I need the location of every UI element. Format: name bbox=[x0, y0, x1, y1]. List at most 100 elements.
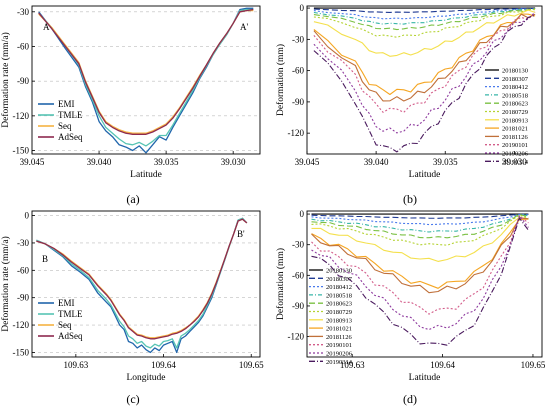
chart-c-svg: 0 -30 -60 -90 -120 -150 109.63 109.64 109.65 Long… bbox=[0, 210, 264, 383]
legend-label-20180307: 20180307 bbox=[502, 76, 529, 83]
series-line-20181126 bbox=[313, 13, 536, 102]
legend-label-20190314: 20190314 bbox=[326, 359, 353, 366]
series-line-20180729 bbox=[313, 8, 536, 38]
x-tick-label: 109.63 bbox=[63, 360, 88, 370]
y-tick-label: -60 bbox=[292, 270, 304, 280]
series-line-20180623 bbox=[313, 8, 536, 31]
series-line-20181021 bbox=[313, 13, 536, 96]
legend-label-20190206: 20190206 bbox=[502, 151, 529, 158]
series-line-20190314 bbox=[311, 217, 529, 346]
series-line-tmle bbox=[38, 8, 254, 147]
x-axis-label: Longitude bbox=[126, 373, 165, 383]
legend-label-seq: Seq bbox=[58, 320, 72, 330]
x-tick-label: 109.65 bbox=[239, 360, 264, 370]
y-axis-label: Deformation (mm) bbox=[275, 248, 286, 320]
x-tick-label: 109.64 bbox=[430, 360, 455, 370]
panel-c: 0 -30 -60 -90 -120 -150 109.63 109.64 109.65 Long… bbox=[0, 205, 275, 393]
y-tick-label: -30 bbox=[17, 238, 29, 248]
series-line-20180518 bbox=[311, 213, 529, 233]
legend-label-20180518: 20180518 bbox=[502, 92, 528, 99]
y-tick-label: -30 bbox=[292, 34, 304, 44]
panel-a: -30 -60 -90 -120 -150 39.045 39.040 39.035 39.03… bbox=[0, 0, 275, 195]
plot-frame bbox=[31, 210, 261, 358]
series-line-adseq bbox=[36, 218, 248, 340]
x-tick-label: 39.040 bbox=[364, 157, 389, 167]
legend-label-emi: EMI bbox=[58, 99, 75, 109]
y-tick-label: -60 bbox=[17, 265, 29, 275]
panel-d: 0 -30 -60 -90 -120 109.63 109.64 109.65 Latitude… bbox=[275, 205, 550, 393]
legend-label-seq: Seq bbox=[58, 121, 72, 131]
legend-label-20180623: 20180623 bbox=[502, 101, 528, 108]
caption-b: (b) bbox=[403, 192, 417, 206]
y-tick-label: -90 bbox=[292, 97, 304, 107]
legend-label-20180729: 20180729 bbox=[326, 309, 352, 316]
x-tick-label: 39.030 bbox=[502, 157, 527, 167]
series-line-adseq bbox=[38, 8, 254, 135]
y-tick-label: -30 bbox=[17, 7, 29, 17]
y-axis-label: Deformation rate (mm/a) bbox=[0, 236, 11, 332]
series-line-20180307 bbox=[311, 213, 529, 219]
legend-label-20181021: 20181021 bbox=[502, 126, 528, 133]
legend-label-20190101: 20190101 bbox=[326, 342, 352, 349]
caption-d: (d) bbox=[403, 392, 417, 406]
series-line-20180913 bbox=[313, 9, 536, 57]
annotation-end: A' bbox=[240, 22, 248, 32]
y-tick-label: -120 bbox=[288, 332, 305, 342]
series-line-20181126 bbox=[311, 217, 529, 294]
annotation-start: B bbox=[42, 254, 48, 264]
series-line-20180412 bbox=[313, 8, 536, 20]
x-tick-label: 109.65 bbox=[521, 360, 546, 370]
series-line-20190206 bbox=[311, 215, 529, 331]
y-tick-label: -150 bbox=[13, 347, 30, 357]
legend-label-20180130: 20180130 bbox=[326, 268, 352, 275]
series-line-20180307 bbox=[313, 7, 536, 13]
annotation-start: A bbox=[43, 22, 50, 32]
y-axis-label: Deformation (mm) bbox=[275, 44, 286, 116]
chart-b-svg: 0 -30 -60 -90 -120 39.045 39.040 39.035 39.030 La… bbox=[275, 3, 543, 180]
plot-frame bbox=[306, 210, 543, 358]
series-line-20180729 bbox=[311, 214, 529, 246]
y-tick-label: -30 bbox=[292, 240, 304, 250]
legend-label-20180518: 20180518 bbox=[326, 292, 352, 299]
x-tick-label: 39.045 bbox=[20, 157, 45, 167]
legend-label-20180307: 20180307 bbox=[326, 276, 353, 283]
legend-label-adseq: AdSeq bbox=[58, 132, 83, 142]
y-axis-label: Deformation rate (mm/a) bbox=[0, 32, 11, 128]
x-tick-label: 109.64 bbox=[151, 360, 176, 370]
x-tick-label: 39.045 bbox=[295, 157, 320, 167]
x-tick-label: 109.63 bbox=[340, 360, 365, 370]
y-tick-label: 0 bbox=[300, 3, 305, 13]
legend-label-20181126: 20181126 bbox=[502, 134, 529, 141]
x-tick-label: 39.040 bbox=[87, 157, 112, 167]
series-line-20180623 bbox=[311, 213, 529, 239]
y-tick-label: -120 bbox=[13, 320, 30, 330]
y-tick-label: -120 bbox=[288, 128, 305, 138]
legend-label-adseq: AdSeq bbox=[58, 331, 83, 341]
legend-label-tmle: TMLE bbox=[58, 110, 83, 120]
y-tick-label: -60 bbox=[292, 66, 304, 76]
y-tick-label: -90 bbox=[17, 293, 29, 303]
series-line-20190101 bbox=[311, 215, 529, 315]
legend-label-20180623: 20180623 bbox=[326, 301, 352, 308]
y-tick-label: -150 bbox=[13, 146, 30, 156]
series-line-20180518 bbox=[313, 7, 536, 25]
series-line-20180913 bbox=[311, 216, 529, 262]
x-axis-label: Latitude bbox=[130, 170, 162, 180]
x-axis-label: Latitude bbox=[409, 170, 441, 180]
series-line-20190101 bbox=[313, 11, 536, 113]
chart-d-svg: 0 -30 -60 -90 -120 109.63 109.64 109.65 Latitude… bbox=[275, 209, 546, 383]
legend-label-emi: EMI bbox=[58, 298, 75, 308]
legend-label-20180130: 20180130 bbox=[502, 68, 528, 75]
legend-label-tmle: TMLE bbox=[58, 309, 83, 319]
y-tick-label: -120 bbox=[13, 111, 30, 121]
panel-b: 0 -30 -60 -90 -120 39.045 39.040 39.035 39.030 La… bbox=[275, 0, 550, 195]
caption-c: (c) bbox=[126, 392, 140, 406]
series-line-20190206 bbox=[313, 11, 536, 134]
series-line-20180412 bbox=[311, 213, 529, 226]
y-tick-label: 0 bbox=[300, 209, 305, 219]
annotation-end: B' bbox=[237, 229, 245, 239]
y-tick-label: 0 bbox=[25, 211, 30, 221]
y-tick-label: -60 bbox=[17, 41, 29, 51]
plot-frame bbox=[306, 5, 543, 155]
legend-label-20190206: 20190206 bbox=[326, 351, 353, 358]
